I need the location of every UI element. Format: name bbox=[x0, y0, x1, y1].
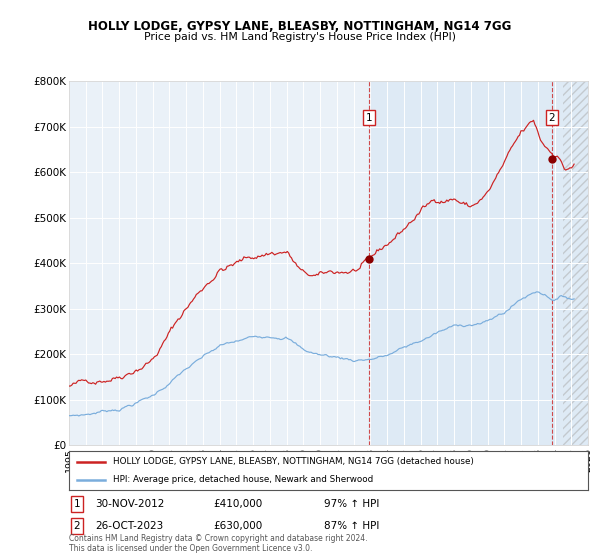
Text: 97% ↑ HPI: 97% ↑ HPI bbox=[324, 499, 379, 509]
Text: Contains HM Land Registry data © Crown copyright and database right 2024.
This d: Contains HM Land Registry data © Crown c… bbox=[69, 534, 367, 553]
Text: HOLLY LODGE, GYPSY LANE, BLEASBY, NOTTINGHAM, NG14 7GG (detached house): HOLLY LODGE, GYPSY LANE, BLEASBY, NOTTIN… bbox=[113, 458, 474, 466]
Text: 87% ↑ HPI: 87% ↑ HPI bbox=[324, 521, 379, 531]
Text: Price paid vs. HM Land Registry's House Price Index (HPI): Price paid vs. HM Land Registry's House … bbox=[144, 32, 456, 43]
Text: £630,000: £630,000 bbox=[213, 521, 262, 531]
Bar bbox=[552, 81, 588, 445]
Text: 2: 2 bbox=[548, 113, 555, 123]
Text: HOLLY LODGE, GYPSY LANE, BLEASBY, NOTTINGHAM, NG14 7GG: HOLLY LODGE, GYPSY LANE, BLEASBY, NOTTIN… bbox=[88, 20, 512, 32]
Text: 1: 1 bbox=[365, 113, 372, 123]
Bar bbox=[563, 81, 588, 445]
Bar bbox=[369, 81, 552, 445]
Text: 26-OCT-2023: 26-OCT-2023 bbox=[95, 521, 163, 531]
Text: HPI: Average price, detached house, Newark and Sherwood: HPI: Average price, detached house, Newa… bbox=[113, 475, 373, 484]
Text: 1: 1 bbox=[73, 499, 80, 509]
Text: 2: 2 bbox=[73, 521, 80, 531]
Text: £410,000: £410,000 bbox=[213, 499, 262, 509]
Text: 30-NOV-2012: 30-NOV-2012 bbox=[95, 499, 164, 509]
